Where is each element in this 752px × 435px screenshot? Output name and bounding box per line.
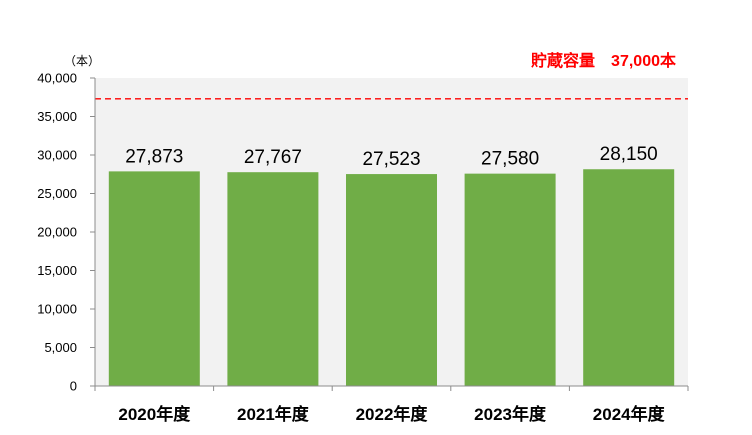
y-tick-label: 0 — [70, 379, 77, 394]
data-label: 27,580 — [481, 149, 539, 170]
x-axis: 2020年度 2021年度 2022年度 2023年度 2024年度 — [94, 385, 689, 424]
bar — [464, 173, 556, 386]
y-tick-label: 10,000 — [37, 302, 77, 317]
data-label: 27,873 — [125, 146, 183, 167]
data-label: 27,767 — [244, 147, 302, 168]
x-category-label: 2020年度 — [118, 404, 191, 424]
data-label: 28,150 — [600, 144, 658, 165]
y-tick-label: 20,000 — [37, 225, 77, 240]
x-category-label: 2023年度 — [474, 404, 547, 424]
x-category-label: 2022年度 — [356, 404, 429, 424]
y-tick-label: 35,000 — [37, 109, 77, 124]
data-label: 27,523 — [362, 149, 420, 170]
y-tick-label: 5,000 — [44, 340, 77, 355]
y-tick-label: 15,000 — [37, 263, 77, 278]
x-category-label: 2021年度 — [237, 404, 310, 424]
reference-line-label: 貯蔵容量 37,000本 — [531, 51, 676, 70]
y-tick-label: 30,000 — [37, 148, 77, 163]
bar — [346, 174, 437, 386]
bars: 27,873 27,767 27,523 27,580 28,150 — [108, 144, 675, 386]
bar — [227, 172, 319, 386]
y-tick-label: 25,000 — [37, 186, 77, 201]
y-tick-label: 40,000 — [37, 71, 77, 86]
y-axis: 0 5,000 10,000 15,000 20,000 25,000 30,000 35,0… — [37, 71, 96, 394]
x-category-label: 2024年度 — [593, 404, 666, 424]
bar — [108, 171, 200, 386]
bar — [583, 169, 675, 386]
y-axis-unit-label: （本） — [64, 54, 100, 68]
